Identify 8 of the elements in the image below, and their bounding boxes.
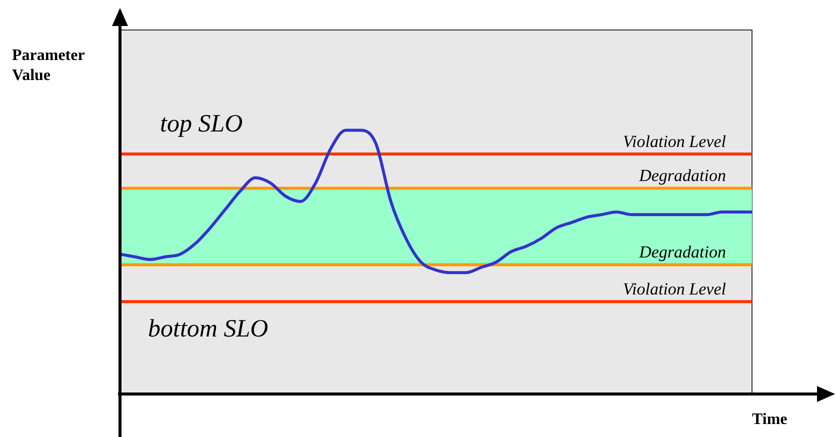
ref-line-label: Degradation (638, 166, 726, 186)
annotation: top SLO (160, 110, 243, 138)
annotation: bottom SLO (148, 316, 268, 343)
x-axis-title: Time (752, 410, 788, 430)
ref-line-label: Violation Level (622, 132, 726, 151)
ref-line-label: Violation Level (622, 280, 726, 299)
y-axis-title: Parameter Value (12, 46, 86, 86)
ref-line-label: Degradation (638, 242, 726, 262)
